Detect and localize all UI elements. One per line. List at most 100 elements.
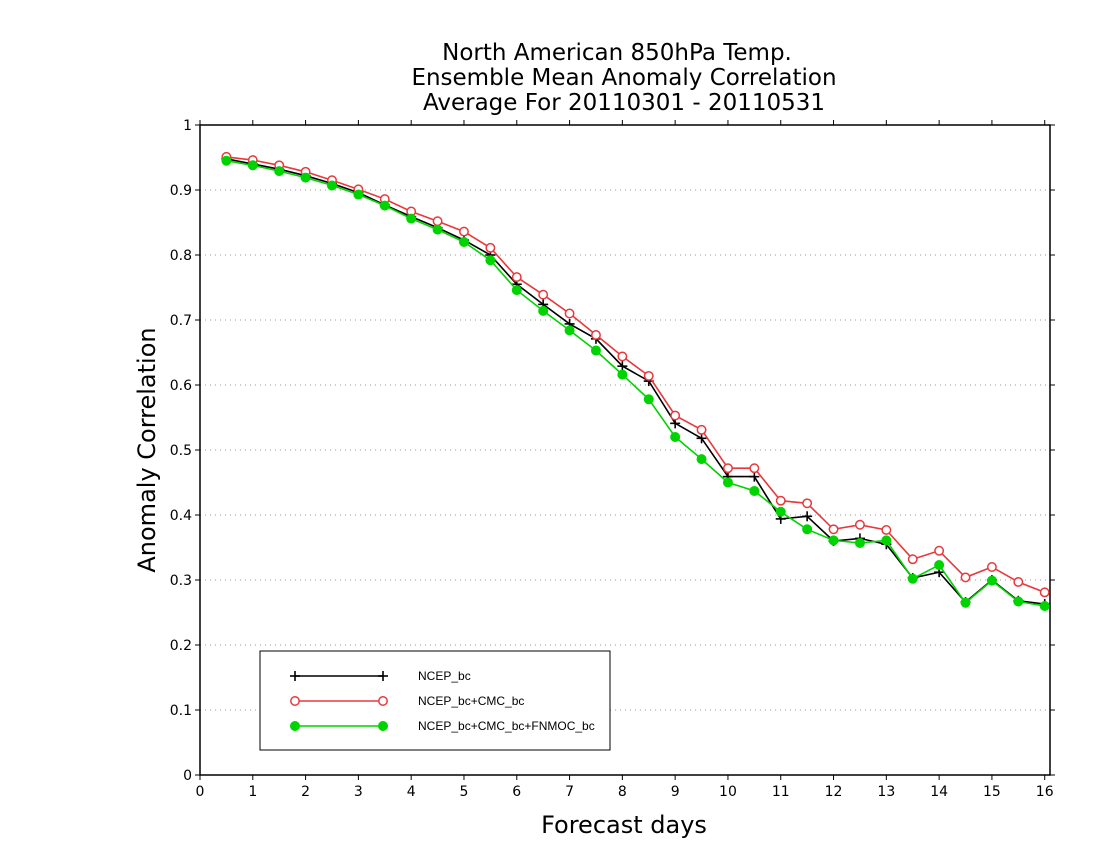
gridlines xyxy=(200,189,1050,711)
x-tick-label: 15 xyxy=(983,784,1001,800)
axis-ticks: 00.10.20.30.40.50.60.70.80.910 1 2 3 4 5 6 7 8 9 1… xyxy=(170,118,1055,800)
point xyxy=(696,424,707,435)
x-tick-label: 3 xyxy=(354,784,363,800)
point xyxy=(934,560,945,571)
point xyxy=(802,511,813,522)
point xyxy=(511,285,522,296)
point xyxy=(749,463,760,474)
x-tick-label: 8 xyxy=(618,784,627,800)
chart-title-line-1: North American 850hPa Temp. xyxy=(442,40,792,66)
point xyxy=(538,305,549,316)
chart-title-line-3: Average For 20110301 - 20110531 xyxy=(423,90,825,116)
series-ncep-bc-cmc-bc-fnmoc-bc xyxy=(221,155,1050,611)
point xyxy=(247,160,258,171)
point xyxy=(828,524,839,535)
y-tick-label: 0 xyxy=(183,768,192,784)
point xyxy=(290,721,300,731)
point xyxy=(353,189,364,200)
y-tick-label: 0.6 xyxy=(170,378,192,394)
point xyxy=(670,432,681,442)
point xyxy=(432,224,443,235)
point xyxy=(1013,577,1024,587)
chart-title: North American 850hPa Temp. Ensemble Mea… xyxy=(411,40,836,116)
point xyxy=(1039,601,1050,611)
point xyxy=(564,325,575,336)
point xyxy=(591,330,601,340)
x-tick-label: 0 xyxy=(196,784,205,800)
point xyxy=(986,562,997,572)
point xyxy=(854,537,865,548)
point xyxy=(775,495,786,506)
x-tick-label: 5 xyxy=(460,784,469,800)
point xyxy=(696,454,707,465)
y-tick-label: 0.9 xyxy=(170,183,192,199)
x-tick-label: 4 xyxy=(407,784,416,800)
point xyxy=(378,696,388,706)
series-ncep-bc xyxy=(221,153,1050,610)
point xyxy=(960,597,971,608)
point xyxy=(378,671,388,681)
point xyxy=(432,216,443,227)
point xyxy=(221,155,232,166)
series-line xyxy=(226,156,1045,594)
y-tick-label: 0.5 xyxy=(170,443,192,459)
point xyxy=(802,498,813,509)
point xyxy=(458,237,469,247)
point xyxy=(802,524,813,535)
point xyxy=(722,477,733,488)
point xyxy=(326,180,337,191)
x-tick-label: 1 xyxy=(248,784,257,800)
y-tick-label: 0.1 xyxy=(170,703,192,719)
x-tick-label: 12 xyxy=(825,784,843,800)
series-line xyxy=(226,158,1045,605)
y-axis-label: Anomaly Correlation xyxy=(133,327,161,572)
point xyxy=(617,369,628,380)
x-axis-label: Forecast days xyxy=(541,811,707,839)
x-tick-label: 9 xyxy=(671,784,680,800)
point xyxy=(485,255,496,266)
legend: NCEP_bc NCEP_bc+CMC_bc NCEP_bc+CMC_bc+FNMO… xyxy=(259,650,611,751)
y-tick-label: 0.3 xyxy=(170,573,192,589)
point xyxy=(670,410,681,421)
point xyxy=(775,506,786,517)
legend-item: NCEP_bc+CMC_bc xyxy=(290,694,524,708)
point xyxy=(300,172,311,183)
legend-item: NCEP_bc xyxy=(290,669,471,683)
y-tick-label: 1 xyxy=(183,118,192,134)
x-tick-label: 14 xyxy=(930,784,948,800)
point xyxy=(274,166,285,177)
point xyxy=(459,226,469,237)
chart-title-line-2: Ensemble Mean Anomaly Correlation xyxy=(411,65,836,91)
point xyxy=(986,575,997,586)
x-tick-label: 16 xyxy=(1036,784,1054,800)
y-tick-label: 0.4 xyxy=(170,508,192,524)
point xyxy=(290,696,300,706)
point xyxy=(907,573,918,584)
point xyxy=(511,272,522,283)
point xyxy=(590,345,601,356)
point xyxy=(723,463,733,474)
x-tick-label: 6 xyxy=(512,784,521,800)
x-tick-label: 13 xyxy=(877,784,895,800)
series-ncep-bc-cmc-bc xyxy=(221,151,1050,598)
x-tick-label: 11 xyxy=(772,784,790,800)
series xyxy=(221,151,1050,611)
point xyxy=(643,370,654,381)
legend-item: NCEP_bc+CMC_bc+FNMOC_bc xyxy=(290,719,595,733)
point xyxy=(696,433,707,444)
point xyxy=(538,289,549,300)
point xyxy=(378,721,388,731)
x-tick-label: 2 xyxy=(301,784,310,800)
point xyxy=(907,554,918,565)
legend-items: NCEP_bc NCEP_bc+CMC_bc NCEP_bc+CMC_bc+FNMO… xyxy=(290,669,595,733)
point xyxy=(643,394,654,405)
point xyxy=(485,242,496,253)
legend-label: NCEP_bc xyxy=(418,669,471,683)
point xyxy=(934,545,945,556)
legend-label: NCEP_bc+CMC_bc+FNMOC_bc xyxy=(418,719,595,733)
point xyxy=(960,572,971,583)
point xyxy=(617,361,628,372)
point xyxy=(749,485,760,496)
y-tick-label: 0.7 xyxy=(170,313,192,329)
